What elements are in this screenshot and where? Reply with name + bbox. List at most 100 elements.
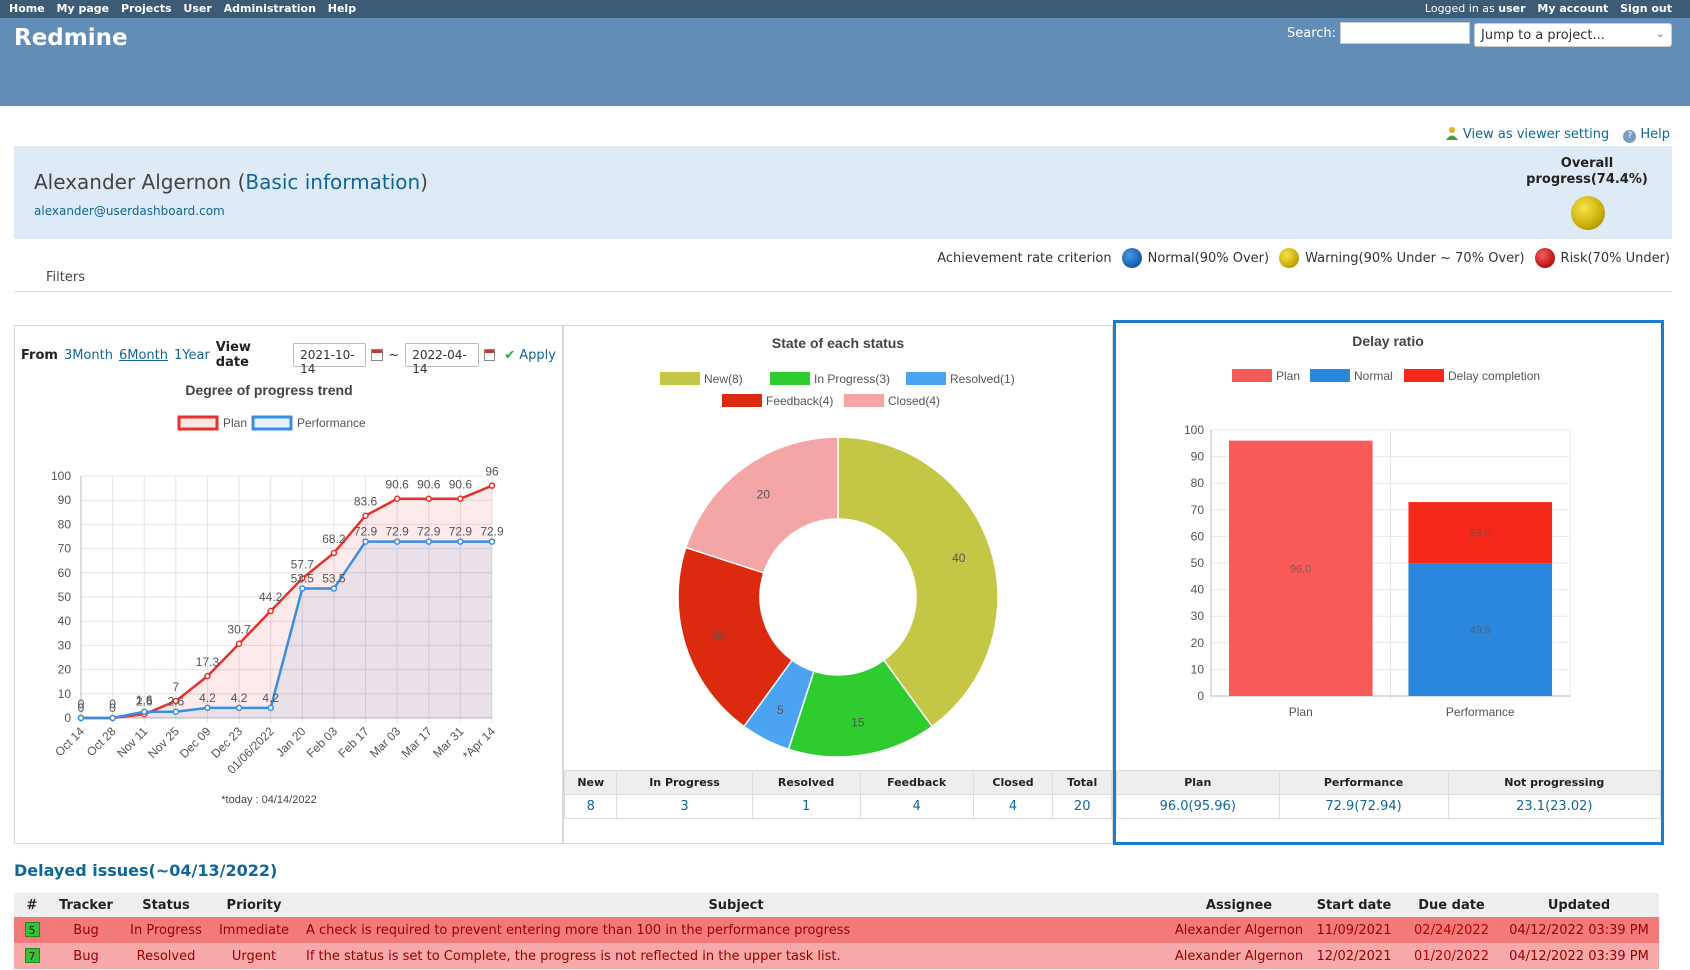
slice-label: 20 xyxy=(711,629,725,643)
column-header[interactable]: Status xyxy=(122,893,210,917)
y-tick-label: 30 xyxy=(1191,609,1205,623)
user-email[interactable]: alexander@userdashboard.com xyxy=(34,204,225,218)
issue-assignee[interactable]: Alexander Algernon xyxy=(1174,943,1304,969)
data-label: 53.5 xyxy=(291,572,315,586)
data-point xyxy=(425,495,433,502)
data-point xyxy=(393,495,401,502)
issue-id[interactable]: 7 xyxy=(24,948,40,963)
overall-progress-label: Overall progress(74.4%) xyxy=(1526,156,1648,187)
trend-filter-row: From 3Month 6Month 1Year View date 2021-… xyxy=(21,340,562,376)
column-header[interactable]: Updated xyxy=(1499,893,1659,917)
risk-ball-icon xyxy=(1534,248,1555,268)
issue-due-date: 02/24/2022 xyxy=(1404,917,1499,943)
calendar-icon[interactable] xyxy=(483,349,496,361)
search-input[interactable] xyxy=(1340,22,1470,44)
menu-help[interactable]: Help xyxy=(327,2,357,15)
my-account-link[interactable]: My account xyxy=(1537,2,1609,15)
date-to-input[interactable]: 2022-04-14 xyxy=(405,343,479,376)
status-count-in-progress[interactable]: 3 xyxy=(680,799,689,814)
issue-updated: 04/12/2022 03:39 PM xyxy=(1499,917,1659,943)
account-menu: Logged in as user My account Sign out xyxy=(1409,2,1672,15)
delay-header: Not progressing xyxy=(1447,770,1662,795)
status-count-closed[interactable]: 4 xyxy=(1008,799,1018,814)
data-label: 96 xyxy=(485,465,499,479)
status-header: Closed xyxy=(972,770,1054,795)
status-count-new[interactable]: 8 xyxy=(586,799,595,814)
basic-information-link[interactable]: Basic information xyxy=(245,170,421,194)
column-header[interactable]: Priority xyxy=(210,893,298,917)
range-1year-link[interactable]: 1Year xyxy=(174,347,210,363)
delay-not-progressing-value[interactable]: 23.1(23.02) xyxy=(1516,799,1593,814)
issue-subject[interactable]: A check is required to prevent entering … xyxy=(298,917,1174,943)
status-count-resolved[interactable]: 1 xyxy=(801,799,811,814)
status-panel: State of each status New(8) In Progress(3)… xyxy=(563,325,1113,844)
legend-swatch xyxy=(1310,369,1350,382)
x-tick-label: Mar 17 xyxy=(399,724,436,761)
jump-to-project-select[interactable]: Jump to a project... ⌄ xyxy=(1474,23,1672,47)
column-header[interactable]: Tracker xyxy=(50,893,122,917)
search-label: Search: xyxy=(1287,26,1337,41)
criteria-risk: Risk(70% Under) xyxy=(1560,250,1670,266)
person-icon xyxy=(1445,127,1458,140)
x-tick-label: Mar 03 xyxy=(367,724,404,761)
issue-tracker: Bug xyxy=(50,917,122,943)
data-point xyxy=(299,585,306,592)
issue-subject[interactable]: If the status is set to Complete, the pr… xyxy=(298,943,1174,969)
delay-plan-value[interactable]: 96.0(95.96) xyxy=(1159,799,1236,814)
issue-id[interactable]: 5 xyxy=(24,922,40,937)
legend-swatch xyxy=(177,415,219,431)
menu-projects[interactable]: Projects xyxy=(120,2,172,15)
chevron-down-icon: ⌄ xyxy=(1655,27,1665,40)
column-header[interactable]: Assignee xyxy=(1174,893,1304,917)
y-tick-label: 30 xyxy=(58,638,72,652)
data-label: 17.3 xyxy=(196,655,220,669)
menu-user[interactable]: User xyxy=(183,2,212,15)
data-label: 0 xyxy=(109,697,116,711)
criteria-warning: Warning(90% Under ~ 70% Over) xyxy=(1305,250,1525,266)
data-point xyxy=(299,575,306,582)
column-header[interactable]: # xyxy=(14,893,50,917)
column-header[interactable]: Due date xyxy=(1404,893,1499,917)
achievement-criteria: Achievement rate criterion Normal(90% Ov… xyxy=(937,248,1670,268)
calendar-icon[interactable] xyxy=(371,349,384,361)
data-label: 0 xyxy=(109,701,116,715)
bar xyxy=(1228,440,1373,696)
range-3month-link[interactable]: 3Month xyxy=(63,347,113,363)
issue-assignee[interactable]: Alexander Algernon xyxy=(1174,917,1304,943)
apply-button[interactable]: Apply xyxy=(519,347,556,363)
column-header[interactable]: Start date xyxy=(1304,893,1404,917)
status-count-feedback[interactable]: 4 xyxy=(912,799,921,814)
delay-header: Performance xyxy=(1278,770,1449,795)
menu-administration[interactable]: Administration xyxy=(223,2,316,15)
filters-toggle[interactable]: › Filters xyxy=(28,270,91,290)
data-point xyxy=(172,708,180,715)
range-6month-link[interactable]: 6Month xyxy=(118,347,168,363)
table-row[interactable]: 7 Bug Resolved Urgent If the status is s… xyxy=(14,943,1659,969)
data-point xyxy=(109,714,116,722)
slice-label: 20 xyxy=(757,487,771,501)
data-label: 0 xyxy=(78,697,85,711)
view-as-viewer-link[interactable]: View as viewer setting xyxy=(1462,127,1610,142)
data-label: 53.5 xyxy=(322,572,346,586)
chart-title: State of each status xyxy=(772,335,904,351)
table-row[interactable]: 5 Bug In Progress Immediate A check is r… xyxy=(14,917,1659,943)
x-tick-label: *Apr 14 xyxy=(460,724,498,762)
help-link[interactable]: Help xyxy=(1640,127,1670,142)
date-from-input[interactable]: 2021-10-14 xyxy=(293,343,367,376)
legend-label: Plan xyxy=(1276,369,1300,383)
data-point xyxy=(425,538,433,545)
data-label: 90.6 xyxy=(417,478,441,492)
issue-updated: 04/12/2022 03:39 PM xyxy=(1499,943,1659,969)
bar-value-label: 23.0 xyxy=(1470,528,1491,540)
filters-fieldset: › Filters xyxy=(14,270,1672,292)
logged-in-user[interactable]: user xyxy=(1498,2,1526,15)
menu-my-page[interactable]: My page xyxy=(56,2,110,15)
status-header: In Progress xyxy=(616,770,753,795)
sign-out-link[interactable]: Sign out xyxy=(1620,2,1672,15)
menu-home[interactable]: Home xyxy=(9,2,45,15)
column-header[interactable]: Subject xyxy=(298,893,1174,917)
app-title[interactable]: Redmine xyxy=(14,25,128,51)
delay-performance-value[interactable]: 72.9(72.94) xyxy=(1325,799,1402,814)
y-tick-label: 10 xyxy=(58,687,72,701)
status-count-total[interactable]: 20 xyxy=(1073,799,1091,814)
